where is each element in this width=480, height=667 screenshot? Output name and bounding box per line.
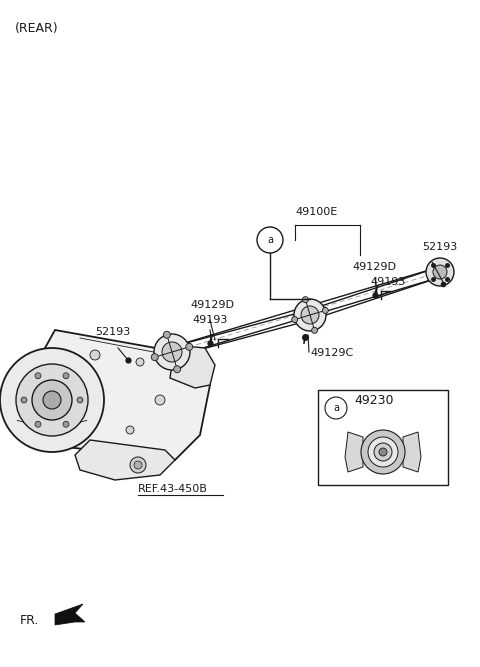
Circle shape <box>126 426 134 434</box>
Circle shape <box>174 366 180 373</box>
Circle shape <box>154 334 190 370</box>
Circle shape <box>302 297 309 303</box>
Circle shape <box>151 354 158 361</box>
Bar <box>318 390 448 485</box>
Circle shape <box>379 448 387 456</box>
Text: 49129C: 49129C <box>310 348 353 358</box>
Circle shape <box>368 437 398 467</box>
Circle shape <box>361 430 405 474</box>
Circle shape <box>323 307 328 313</box>
Circle shape <box>35 422 41 428</box>
Polygon shape <box>25 330 210 460</box>
Circle shape <box>63 373 69 379</box>
Polygon shape <box>403 432 421 472</box>
Circle shape <box>134 461 142 469</box>
Circle shape <box>0 348 104 452</box>
Text: a: a <box>267 235 273 245</box>
Circle shape <box>32 380 72 420</box>
Circle shape <box>163 331 170 338</box>
Circle shape <box>43 391 61 409</box>
Circle shape <box>325 397 347 419</box>
Polygon shape <box>170 345 215 388</box>
Circle shape <box>292 317 298 323</box>
Text: 52193: 52193 <box>422 242 457 252</box>
Text: 49193: 49193 <box>192 315 228 325</box>
Circle shape <box>77 397 83 403</box>
Circle shape <box>35 373 41 379</box>
Circle shape <box>294 299 326 331</box>
Text: 49230: 49230 <box>354 394 394 407</box>
Circle shape <box>257 227 283 253</box>
Circle shape <box>21 397 27 403</box>
Circle shape <box>301 306 319 324</box>
Polygon shape <box>75 440 175 480</box>
Circle shape <box>426 258 454 286</box>
Polygon shape <box>345 432 363 472</box>
Circle shape <box>90 350 100 360</box>
Text: 49129D: 49129D <box>352 262 396 272</box>
Circle shape <box>374 443 392 461</box>
Circle shape <box>130 457 146 473</box>
Circle shape <box>433 265 447 279</box>
Text: a: a <box>333 403 339 413</box>
Circle shape <box>155 395 165 405</box>
Text: 49100E: 49100E <box>295 207 337 217</box>
Text: 49193: 49193 <box>370 277 406 287</box>
Circle shape <box>16 364 88 436</box>
Circle shape <box>162 342 182 362</box>
Circle shape <box>63 422 69 428</box>
Circle shape <box>186 344 193 350</box>
Text: FR.: FR. <box>20 614 39 626</box>
Text: 52193: 52193 <box>95 327 130 337</box>
Polygon shape <box>55 604 85 625</box>
Circle shape <box>136 358 144 366</box>
Text: REF.43-450B: REF.43-450B <box>138 484 208 494</box>
Text: (REAR): (REAR) <box>15 22 59 35</box>
Circle shape <box>312 327 318 334</box>
Text: 49129D: 49129D <box>190 300 234 310</box>
